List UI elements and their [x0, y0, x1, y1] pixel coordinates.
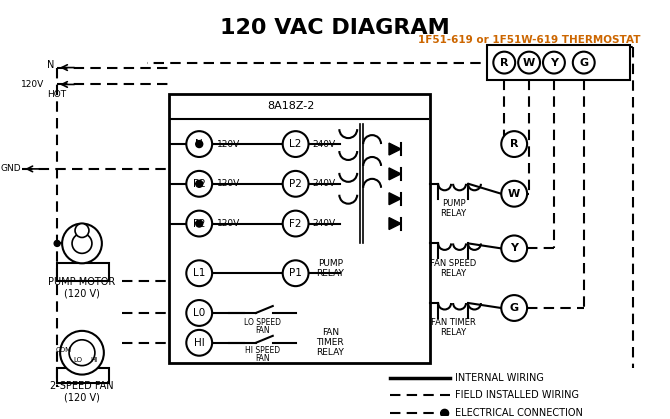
Circle shape	[543, 52, 565, 73]
Text: 240V: 240V	[312, 219, 335, 228]
Text: F2: F2	[289, 219, 302, 228]
Circle shape	[283, 211, 308, 236]
Text: Y: Y	[510, 243, 518, 253]
Text: PUMP MOTOR
(120 V): PUMP MOTOR (120 V)	[48, 277, 116, 299]
Text: RELAY: RELAY	[440, 328, 466, 337]
Circle shape	[186, 260, 212, 286]
Text: N: N	[196, 139, 203, 149]
Text: HI: HI	[194, 338, 204, 348]
Text: P2: P2	[289, 179, 302, 189]
Text: ELECTRICAL CONNECTION: ELECTRICAL CONNECTION	[454, 409, 582, 418]
Text: FAN: FAN	[255, 354, 270, 363]
Circle shape	[196, 141, 203, 147]
Text: PUMP: PUMP	[442, 199, 466, 208]
Text: GND: GND	[0, 164, 21, 173]
Circle shape	[501, 235, 527, 261]
Text: FAN SPEED: FAN SPEED	[430, 259, 477, 268]
Text: R: R	[500, 57, 509, 67]
Circle shape	[62, 224, 102, 263]
Text: FAN: FAN	[255, 326, 270, 335]
Circle shape	[283, 131, 308, 157]
Bar	[57, 367, 109, 383]
Circle shape	[54, 241, 60, 246]
Circle shape	[186, 211, 212, 236]
Circle shape	[493, 52, 515, 73]
Text: R: R	[510, 139, 519, 149]
Polygon shape	[389, 193, 401, 204]
Text: 2-SPEED FAN
(120 V): 2-SPEED FAN (120 V)	[50, 381, 114, 402]
Text: LO SPEED: LO SPEED	[245, 318, 281, 327]
Circle shape	[186, 300, 212, 326]
Text: G: G	[510, 303, 519, 313]
Circle shape	[196, 220, 203, 227]
Text: RELAY: RELAY	[316, 348, 344, 357]
Circle shape	[501, 181, 527, 207]
Text: 120V: 120V	[21, 80, 44, 89]
Text: INTERNAL WIRING: INTERNAL WIRING	[454, 372, 543, 383]
Text: 8A18Z-2: 8A18Z-2	[267, 101, 314, 111]
Circle shape	[573, 52, 595, 73]
Polygon shape	[389, 143, 401, 155]
Text: F2: F2	[193, 219, 206, 228]
Circle shape	[186, 131, 212, 157]
Circle shape	[283, 260, 308, 286]
Text: RELAY: RELAY	[440, 269, 466, 278]
Text: G: G	[579, 57, 588, 67]
Text: PUMP: PUMP	[318, 259, 343, 268]
Text: P1: P1	[289, 268, 302, 278]
Text: HI SPEED: HI SPEED	[245, 346, 280, 355]
Polygon shape	[389, 217, 401, 230]
Text: FAN TIMER: FAN TIMER	[431, 318, 476, 327]
Text: COM: COM	[56, 347, 72, 353]
Bar	[170, 94, 429, 363]
Text: L1: L1	[193, 268, 206, 278]
Text: 1F51-619 or 1F51W-619 THERMOSTAT: 1F51-619 or 1F51W-619 THERMOSTAT	[418, 35, 641, 45]
Circle shape	[60, 331, 104, 375]
Circle shape	[75, 224, 89, 238]
Text: 120V: 120V	[217, 219, 241, 228]
Text: RELAY: RELAY	[440, 209, 466, 218]
Text: RELAY: RELAY	[316, 269, 344, 278]
Bar	[57, 263, 109, 281]
Text: W: W	[508, 189, 521, 199]
Circle shape	[518, 52, 540, 73]
Circle shape	[283, 171, 308, 197]
Text: TIMER: TIMER	[316, 338, 344, 347]
Circle shape	[186, 330, 212, 356]
Circle shape	[501, 131, 527, 157]
Text: LO: LO	[74, 357, 82, 363]
Circle shape	[196, 180, 203, 187]
Text: 120V: 120V	[217, 179, 241, 188]
Circle shape	[72, 233, 92, 253]
Text: 120V: 120V	[217, 140, 241, 149]
Text: P2: P2	[193, 179, 206, 189]
Text: 240V: 240V	[312, 140, 335, 149]
Text: 240V: 240V	[312, 179, 335, 188]
Text: HI: HI	[90, 357, 98, 363]
Text: FAN: FAN	[322, 328, 339, 337]
Polygon shape	[389, 168, 401, 180]
Text: L0: L0	[193, 308, 206, 318]
Text: FIELD INSTALLED WIRING: FIELD INSTALLED WIRING	[454, 391, 579, 401]
Circle shape	[69, 340, 95, 366]
Text: W: W	[523, 57, 535, 67]
FancyBboxPatch shape	[487, 45, 630, 80]
Circle shape	[186, 171, 212, 197]
Circle shape	[441, 409, 449, 417]
Text: 120 VAC DIAGRAM: 120 VAC DIAGRAM	[220, 18, 450, 38]
Text: HOT: HOT	[48, 90, 67, 99]
Text: Y: Y	[550, 57, 558, 67]
Text: L2: L2	[289, 139, 302, 149]
Text: N: N	[46, 59, 54, 70]
Circle shape	[501, 295, 527, 321]
